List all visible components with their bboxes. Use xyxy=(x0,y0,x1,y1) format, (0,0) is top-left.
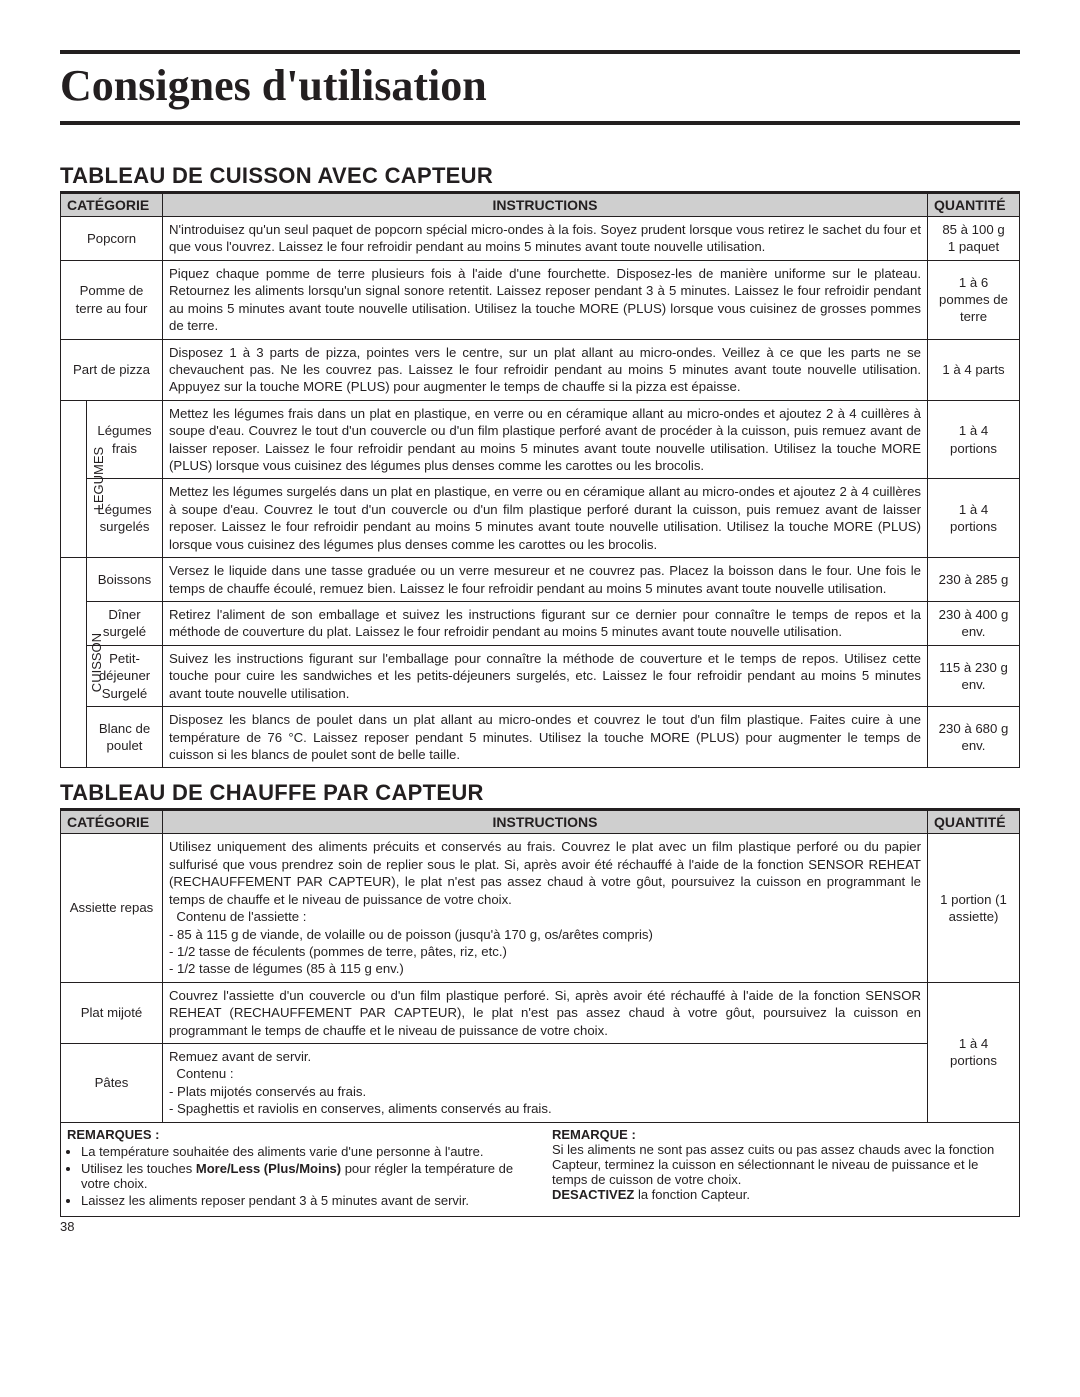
table-row: Plat mijoté Couvrez l'assiette d'un couv… xyxy=(61,982,1020,1043)
cell-quantity: 1 portion (1 assiette) xyxy=(928,834,1020,982)
cell-quantity: 1 à 6 pommes de terre xyxy=(928,260,1020,339)
cell-category: Assiette repas xyxy=(61,834,163,982)
sensor-reheat-table: CATÉGORIE INSTRUCTIONS QUANTITÉ Assiette… xyxy=(60,810,1020,1122)
page-number: 38 xyxy=(60,1219,1020,1234)
cell-category: Plat mijoté xyxy=(61,982,163,1043)
table-row: Part de pizza Disposez 1 à 3 parts de pi… xyxy=(61,339,1020,400)
cell-quantity: 230 à 285 g xyxy=(928,558,1020,602)
th-instructions: INSTRUCTIONS xyxy=(163,194,928,217)
cell-instructions: Versez le liquide dans une tasse graduée… xyxy=(163,558,928,602)
cell-quantity: 85 à 100 g 1 paquet xyxy=(928,217,1020,261)
page-title: Consignes d'utilisation xyxy=(60,50,1020,125)
cell-category: Part de pizza xyxy=(61,339,163,400)
remarks-right: REMARQUE : Si les aliments ne sont pas a… xyxy=(552,1127,1013,1210)
row-group-label: LEGUMES xyxy=(61,400,87,557)
th-quantity: QUANTITÉ xyxy=(928,194,1020,217)
sensor-cook-table: CATÉGORIE INSTRUCTIONS QUANTITÉ Popcorn … xyxy=(60,193,1020,768)
table-row: Assiette repas Utilisez uniquement des a… xyxy=(61,834,1020,982)
remark-item: Utilisez les touches More/Less (Plus/Moi… xyxy=(81,1161,528,1191)
row-group-label: CUISSON xyxy=(61,558,87,768)
th-category: CATÉGORIE xyxy=(61,194,163,217)
remark-text: Si les aliments ne sont pas assez cuits … xyxy=(552,1142,1013,1187)
th-quantity: QUANTITÉ xyxy=(928,811,1020,834)
remarks-right-title: REMARQUE : xyxy=(552,1127,636,1142)
table-row: Petit-déjeuner Surgelé Suivez les instru… xyxy=(61,645,1020,706)
cell-quantity: 1 à 4 portions xyxy=(928,479,1020,558)
cell-instructions: Suivez les instructions figurant sur l'e… xyxy=(163,645,928,706)
section-title-1: TABLEAU DE CUISSON AVEC CAPTEUR xyxy=(60,151,1020,193)
cell-category: Popcorn xyxy=(61,217,163,261)
cell-quantity: 1 à 4 portions xyxy=(928,400,1020,479)
cell-category: Blanc de poulet xyxy=(87,707,163,768)
cell-instructions: Mettez les légumes frais dans un plat en… xyxy=(163,400,928,479)
table-row: Pâtes Remuez avant de servir. Contenu : … xyxy=(61,1044,1020,1123)
cell-quantity: 115 à 230 g env. xyxy=(928,645,1020,706)
section-title-2: TABLEAU DE CHAUFFE PAR CAPTEUR xyxy=(60,768,1020,810)
th-category: CATÉGORIE xyxy=(61,811,163,834)
table-row: Blanc de poulet Disposez les blancs de p… xyxy=(61,707,1020,768)
cell-instructions: Disposez 1 à 3 parts de pizza, pointes v… xyxy=(163,339,928,400)
cell-instructions: N'introduisez qu'un seul paquet de popco… xyxy=(163,217,928,261)
cell-quantity: 230 à 400 g env. xyxy=(928,602,1020,646)
cell-instructions: Remuez avant de servir. Contenu : - Plat… xyxy=(163,1044,928,1123)
remark-item: La température souhaitée des aliments va… xyxy=(81,1144,528,1159)
th-instructions: INSTRUCTIONS xyxy=(163,811,928,834)
cell-instructions: Mettez les légumes surgelés dans un plat… xyxy=(163,479,928,558)
table-row: Dîner surgelé Retirez l'aliment de son e… xyxy=(61,602,1020,646)
table-row: LEGUMES Légumes frais Mettez les légumes… xyxy=(61,400,1020,479)
cell-instructions: Disposez les blancs de poulet dans un pl… xyxy=(163,707,928,768)
cell-quantity: 1 à 4 portions xyxy=(928,982,1020,1122)
cell-instructions: Piquez chaque pomme de terre plusieurs f… xyxy=(163,260,928,339)
remarks-box: REMARQUES : La température souhaitée des… xyxy=(60,1123,1020,1217)
cell-quantity: 1 à 4 parts xyxy=(928,339,1020,400)
table-row: Légumes surgelés Mettez les légumes surg… xyxy=(61,479,1020,558)
table-row: CUISSON Boissons Versez le liquide dans … xyxy=(61,558,1020,602)
remark-item: Laissez les aliments reposer pendant 3 à… xyxy=(81,1193,528,1208)
cell-category: Pomme de terre au four xyxy=(61,260,163,339)
remarks-left: REMARQUES : La température souhaitée des… xyxy=(67,1127,528,1210)
remarks-left-title: REMARQUES : xyxy=(67,1127,159,1142)
cell-instructions: Retirez l'aliment de son emballage et su… xyxy=(163,602,928,646)
table-row: Pomme de terre au four Piquez chaque pom… xyxy=(61,260,1020,339)
cell-category: Boissons xyxy=(87,558,163,602)
remark-text: DESACTIVEZ la fonction Capteur. xyxy=(552,1187,1013,1202)
cell-quantity: 230 à 680 g env. xyxy=(928,707,1020,768)
table-row: Popcorn N'introduisez qu'un seul paquet … xyxy=(61,217,1020,261)
cell-category: Pâtes xyxy=(61,1044,163,1123)
cell-instructions: Couvrez l'assiette d'un couvercle ou d'u… xyxy=(163,982,928,1043)
cell-instructions: Utilisez uniquement des aliments précuit… xyxy=(163,834,928,982)
